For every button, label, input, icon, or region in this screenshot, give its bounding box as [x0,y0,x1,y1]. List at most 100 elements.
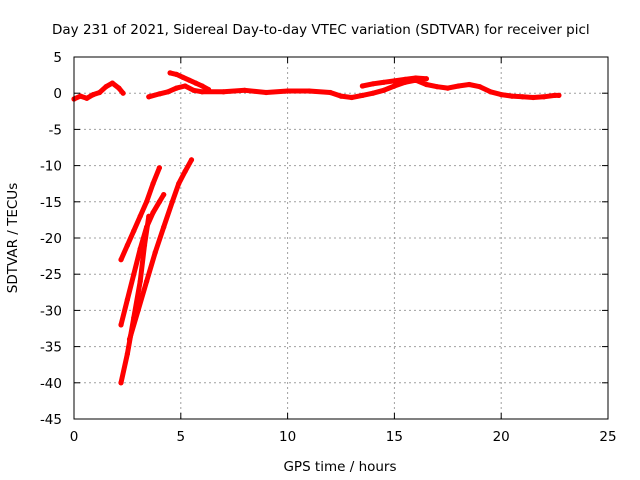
data-point [423,81,429,88]
data-point [167,70,173,76]
x-tick-label: 10 [279,429,296,445]
x-tick-label: 20 [493,429,510,445]
x-tick-label: 25 [599,429,616,445]
data-point [391,78,397,84]
data-point [173,85,180,91]
data-point [349,94,355,101]
data-point [97,89,103,96]
data-point [530,94,536,101]
data-point [124,242,130,248]
x-tick-label: 15 [386,429,403,445]
data-layer [71,70,562,386]
data-point [131,271,137,277]
data-point [370,81,376,87]
x-axis-label: GPS time / hours [283,459,396,475]
y-tick-label: -30 [40,303,62,319]
data-point [413,75,419,81]
data-point [188,157,195,163]
series-line-6 [118,213,152,386]
data-point [90,92,96,98]
data-point [199,89,205,95]
data-point [126,336,133,342]
data-point [285,88,291,94]
data-point [381,79,387,85]
data-point [150,181,156,187]
data-point [182,168,188,174]
data-point [152,249,158,256]
data-point [220,89,227,95]
data-point [242,87,248,93]
data-point [206,87,212,93]
y-tick-label: -40 [40,376,62,392]
data-point [156,165,162,171]
data-point [199,83,205,89]
data-point [118,322,124,328]
y-tick-label: -5 [49,122,62,138]
data-point [176,181,182,187]
data-point [109,80,115,86]
data-point [150,210,156,216]
data-point [423,76,429,82]
data-point [124,351,130,357]
data-point [186,77,192,83]
data-point [137,213,143,219]
data-point [84,95,90,101]
data-point [487,89,494,95]
data-point [391,83,397,89]
data-point [124,296,130,303]
y-tick-label: 5 [53,50,62,66]
data-point [144,199,150,205]
data-point [434,84,440,90]
data-point [120,90,126,96]
x-tick-label: 5 [177,429,186,445]
data-point [156,199,162,205]
grid-layer [74,57,608,419]
data-point [466,81,472,88]
y-tick-label: -35 [40,340,62,356]
y-tick-label: -15 [40,195,62,211]
data-point [116,85,122,91]
y-axis-label: SDTVAR / TECUs [5,183,21,293]
y-tick-label: -10 [40,159,62,175]
data-point [146,94,152,100]
data-point [135,307,141,313]
data-point [359,92,365,98]
data-point [131,228,137,234]
data-point [165,89,171,95]
data-point [509,93,515,99]
data-point [370,90,376,96]
data-point [182,83,188,89]
data-point [327,89,333,96]
data-point [445,85,451,91]
data-point [118,257,124,263]
data-point [402,76,408,82]
chart-title: Day 231 of 2021, Sidereal Day-to-day VTE… [52,22,590,38]
data-point [118,380,124,386]
data-point [359,83,365,89]
data-point [156,91,162,97]
data-point [338,93,344,99]
data-point [193,80,199,86]
data-point [173,71,180,77]
data-point [520,94,526,100]
data-point [161,192,167,198]
y-tick-label: 0 [53,86,62,102]
x-tick-label: 0 [70,429,79,445]
data-point [477,84,483,90]
data-point [381,87,387,93]
data-point [552,92,558,98]
data-point [146,213,152,219]
data-point [556,92,562,98]
data-point [263,89,269,96]
data-point [191,87,197,93]
data-point [137,278,143,284]
data-point [103,84,109,90]
y-tick-label: -20 [40,231,62,247]
data-point [306,88,312,94]
data-point [77,93,83,99]
tick-layer: 0 5 10 15 20 25 5 0 -5 -10 -15 -20 -25 -30 -35 -40 -45 [40,50,617,445]
y-tick-label: -25 [40,267,62,283]
data-point [161,224,167,230]
